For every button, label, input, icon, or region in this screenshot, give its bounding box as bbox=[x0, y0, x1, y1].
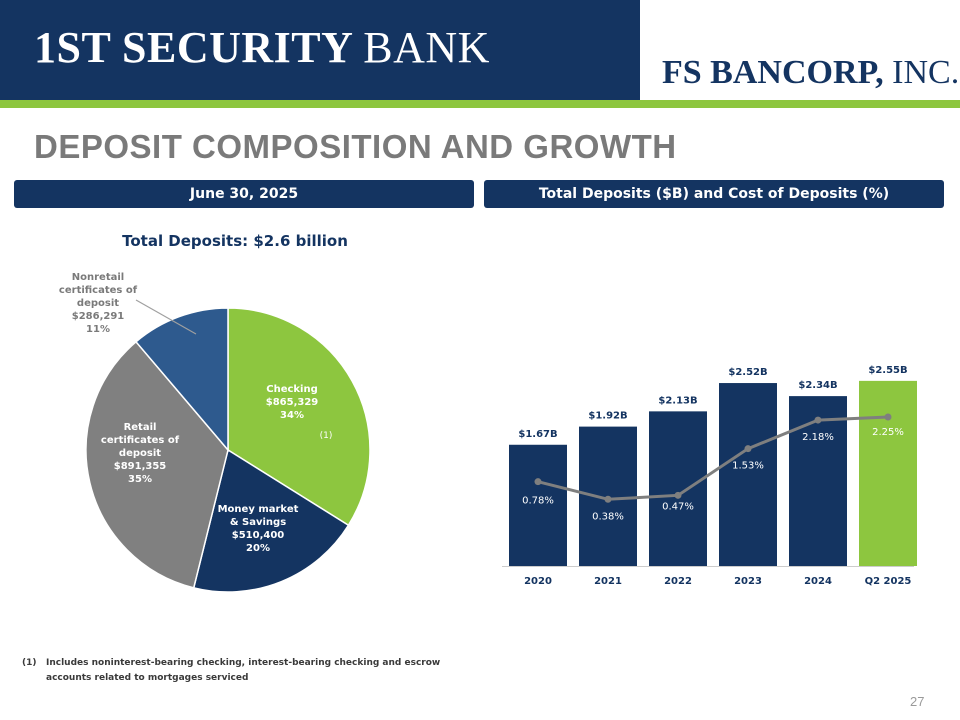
line-point bbox=[674, 491, 682, 499]
pie-footnote-ref: (1) bbox=[320, 431, 333, 441]
cost-of-deposits-line bbox=[537, 415, 889, 501]
bar-value-label: $2.55B bbox=[868, 365, 907, 376]
x-tick-label: 2024 bbox=[804, 576, 832, 587]
x-tick-label: 2022 bbox=[664, 576, 692, 587]
logo-left-bold: 1ST SECURITY bbox=[34, 23, 352, 72]
logo-left-light: BANK bbox=[363, 23, 490, 72]
bar-value-label: $1.92B bbox=[588, 411, 627, 422]
line-point bbox=[534, 478, 542, 486]
footnote: (1) Includes noninterest-bearing checking… bbox=[22, 656, 440, 686]
footnote-line-1: Includes noninterest-bearing checking, i… bbox=[46, 658, 441, 668]
pie-slice bbox=[192, 448, 350, 593]
x-tick-label: Q2 2025 bbox=[865, 576, 912, 587]
bar-value-label: $2.13B bbox=[658, 395, 697, 406]
leader-line bbox=[135, 299, 197, 335]
logo-right-light: INC. bbox=[892, 54, 960, 91]
deposits-bar-line-chart: $1.67B 2020 $1.92B 2021 $2.13B 2022 $2.52B 2023… bbox=[502, 365, 917, 587]
line-value-label: 2.18% bbox=[802, 432, 834, 443]
header-band bbox=[0, 0, 640, 100]
page-number: 27 bbox=[910, 694, 925, 709]
line-value-label: 0.47% bbox=[662, 501, 694, 512]
fs-bancorp-logo: FS BANCORP, INC. bbox=[662, 54, 959, 92]
line-value-label: 0.38% bbox=[592, 511, 624, 522]
line-value-label: 1.53% bbox=[732, 461, 764, 472]
bar bbox=[649, 411, 707, 566]
line-value-label: 0.78% bbox=[522, 496, 554, 507]
bar bbox=[859, 380, 917, 566]
logo-right-bold: FS BANCORP, bbox=[662, 54, 884, 91]
line-point bbox=[884, 413, 892, 421]
x-tick-label: 2021 bbox=[594, 576, 622, 587]
pie-slice bbox=[134, 307, 229, 453]
bar bbox=[719, 383, 777, 566]
line-point bbox=[744, 445, 752, 453]
bar-value-label: $1.67B bbox=[518, 429, 557, 440]
pie-chart-title: Total Deposits: $2.6 billion bbox=[122, 232, 348, 250]
x-tick-label: 2020 bbox=[524, 576, 552, 587]
line-point bbox=[604, 495, 612, 503]
pie-slice-label: Checking $865,329 34% bbox=[266, 384, 319, 421]
line-point bbox=[814, 416, 822, 424]
pie-slice bbox=[227, 307, 371, 527]
header-accent-bar bbox=[0, 100, 960, 108]
bar bbox=[509, 444, 567, 566]
x-tick-label: 2023 bbox=[734, 576, 762, 587]
pie-slice-label: Money market & Savings $510,400 20% bbox=[218, 504, 299, 554]
pie-slice-label: Retail certificates of deposit $891,355 35% bbox=[101, 422, 180, 485]
page-title: DEPOSIT COMPOSITION AND GROWTH bbox=[34, 128, 677, 165]
line-value-label: 2.25% bbox=[872, 427, 904, 438]
first-security-bank-logo: 1ST SECURITY BANK bbox=[34, 22, 490, 78]
footnote-line-2: accounts related to mortgages serviced bbox=[46, 673, 249, 683]
deposit-composition-pie-chart: Checking $865,329 34%(1) Money market & Savi… bbox=[59, 272, 371, 593]
bar bbox=[789, 396, 847, 566]
pie-slice bbox=[85, 340, 229, 589]
pie-slice-label: Nonretail certificates of deposit $286,291 1… bbox=[59, 272, 138, 335]
right-panel-header: Total Deposits ($B) and Cost of Deposits… bbox=[484, 180, 944, 208]
footnote-mark: (1) bbox=[22, 658, 37, 668]
left-panel-header: June 30, 2025 bbox=[14, 180, 474, 208]
bar-value-label: $2.34B bbox=[798, 380, 837, 391]
bar-value-label: $2.52B bbox=[728, 367, 767, 378]
